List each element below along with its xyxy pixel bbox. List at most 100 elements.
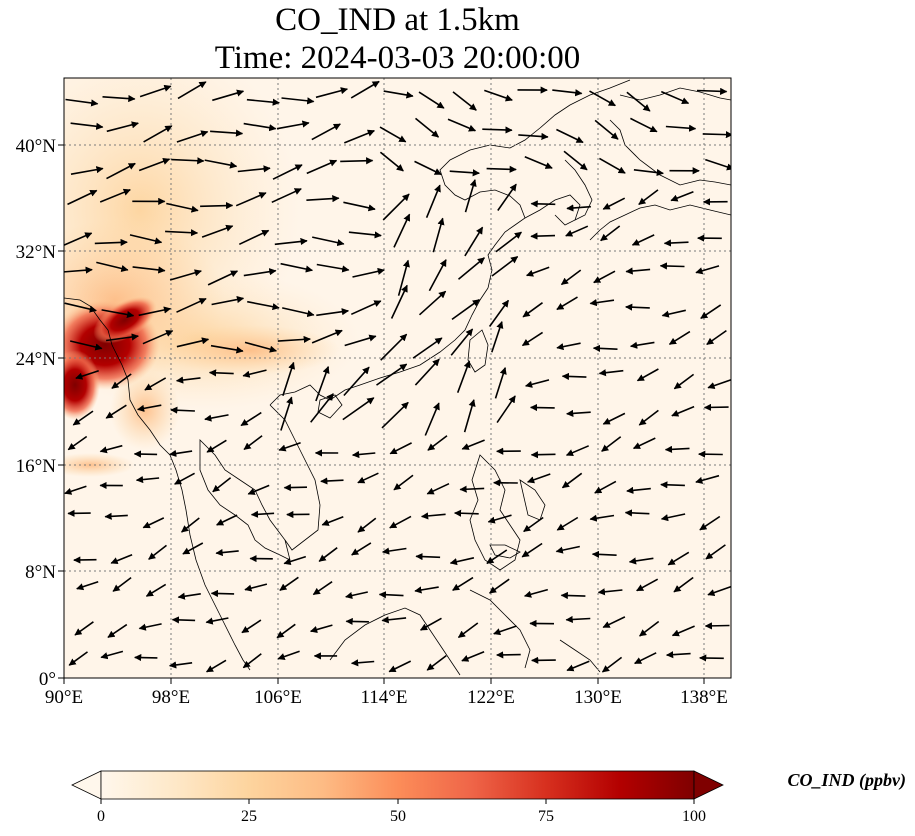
wind-vector-arrow [521,542,543,558]
wind-vector-arrow [68,651,88,666]
wind-vector-arrow [166,202,199,213]
wind-vector-arrow [624,509,650,517]
wind-vector-arrow [105,333,139,342]
wind-vector-arrow [316,263,350,273]
wind-vector-arrow [312,236,345,247]
wind-vector-arrow [555,545,580,554]
wind-vector-arrow [379,126,407,143]
lon-tick-label: 90°E [45,687,83,708]
wind-vector-arrow [496,395,516,424]
wind-vector-arrow [148,544,167,560]
wind-vector-arrow [565,445,590,456]
wind-vector-arrow [342,397,375,421]
wind-vector-arrow [661,309,686,318]
wind-vector-arrow [244,583,268,592]
wind-vector-arrow [450,328,474,356]
wind-vector-arrow [136,404,162,412]
wind-vector-arrow [453,509,479,517]
wind-vector-arrow [176,297,207,313]
wind-vector-arrow [428,259,447,292]
wind-vector-arrow [169,449,193,458]
wind-vector-arrow [204,414,229,422]
wind-vector-arrow [311,123,341,141]
wind-vector-arrow [489,578,510,594]
wind-vector-arrow [171,157,205,165]
wind-vector-arrow [589,514,615,522]
lat-tick-label: 16°N [16,456,57,477]
wind-vector-arrow [278,442,301,452]
wind-vector-arrow [497,183,517,211]
wind-vector-arrow [381,401,409,429]
wind-vector-arrow [451,299,480,321]
wind-vector-arrow [524,588,549,598]
colorbar-tick-label: 25 [241,808,257,825]
wind-vectors [64,80,731,673]
wind-vector-arrow [491,321,504,353]
wind-vector-arrow [134,653,158,662]
wind-vector-arrow [176,130,209,143]
wind-vector-arrow [412,337,443,359]
wind-vector-arrow [594,119,619,140]
wind-vector-arrow [556,342,581,351]
wind-vector-arrow [561,372,587,381]
wind-vector-arrow [522,302,543,318]
wind-vector-arrow [351,542,372,556]
wind-vector-arrow [463,399,476,433]
wind-vector-arrow [357,517,377,533]
wind-vector-arrow [638,409,659,426]
wind-vector-arrow [310,624,333,633]
wind-vector-arrow [695,265,720,275]
wind-vector-arrow [315,87,348,99]
wind-vector-arrow [110,553,133,565]
wind-vector-arrow [632,437,656,450]
wind-vector-arrow [633,168,664,177]
wind-vector-arrow [144,377,167,391]
wind-vector-arrow [244,341,277,353]
wind-vector-arrow [310,393,334,423]
wind-vector-arrow [243,122,277,132]
wind-vector-arrow [315,366,330,402]
wind-vector-arrow [591,550,617,558]
wind-vector-arrow [705,158,731,171]
wind-vector-arrow [67,189,98,206]
wind-vector-arrow [426,654,447,671]
wind-vector-arrow [664,445,690,453]
colorbar: 0 25 50 75 100 CO_IND (ppbv) [71,770,907,825]
wind-vector-arrow [388,660,412,673]
wind-vector-arrow [352,267,385,278]
wind-vector-arrow [524,155,553,169]
wind-vector-arrow [630,117,658,133]
wind-vector-arrow [566,204,591,212]
wind-vector-arrow [247,300,280,311]
lat-tick-label: 8°N [25,562,56,583]
wind-vector-arrow [634,652,657,665]
wind-vector-arrow [283,483,308,492]
wind-vector-arrow [456,360,471,393]
wind-vector-arrow [660,481,685,489]
wind-vector-arrow [707,379,731,389]
wind-vector-arrow [530,200,556,208]
wind-vector-arrow [210,129,244,137]
wind-vector-arrow [565,615,591,624]
wind-vector-arrow [75,369,99,380]
colorbar-tick-label: 75 [538,808,554,825]
wind-vector-arrow [631,234,655,246]
wind-vector-arrow [667,551,690,566]
wind-vector-arrow [235,192,267,207]
wind-vector-arrow [350,659,375,667]
wind-vector-arrow [104,512,128,520]
wind-vector-arrow [561,472,583,489]
wind-vector-arrow [660,513,686,522]
colorbar-title: CO_IND (ppbv) [788,770,907,791]
wind-vector-arrow [700,304,722,319]
co-ind-concentration-field [64,78,360,477]
wind-vector-arrow [702,131,731,139]
wind-vector-arrow [343,129,375,144]
wind-vector-arrow [426,482,450,495]
wind-vector-arrow [181,517,200,533]
wind-vector-arrow [282,307,315,318]
wind-vector-arrow [311,329,343,344]
wind-vector-arrow [671,625,695,637]
wind-vector-arrow [414,160,442,176]
wind-vector-arrow [174,472,195,485]
